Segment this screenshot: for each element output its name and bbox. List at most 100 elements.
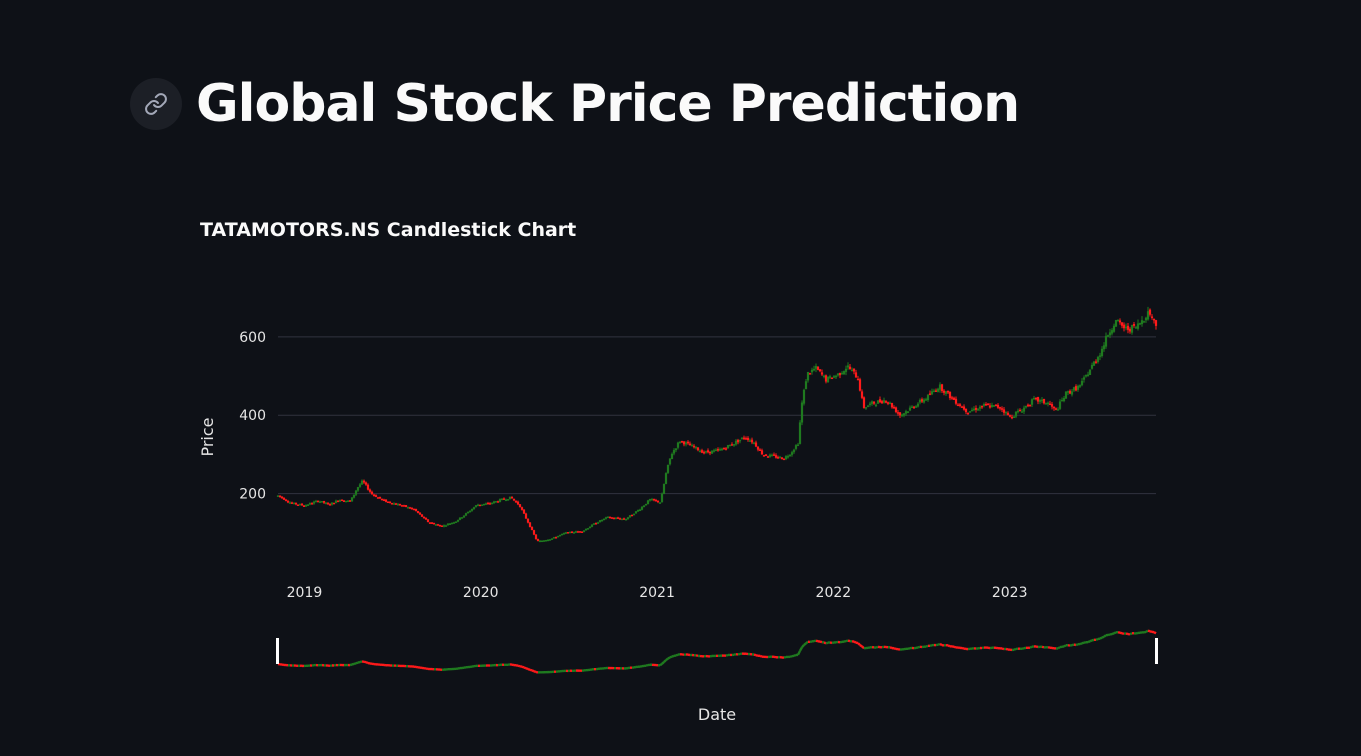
candle-up (868, 403, 872, 406)
candle-down (1120, 322, 1124, 326)
slider-segment (857, 642, 861, 646)
candle-down (502, 498, 506, 500)
candle-up (1022, 407, 1026, 412)
candle-down (372, 494, 376, 497)
candle-up (900, 414, 904, 417)
candle-down (1034, 397, 1038, 400)
candle-down (656, 500, 660, 503)
candle-up (358, 484, 362, 487)
slider-segment (917, 645, 921, 649)
candle-up (476, 504, 480, 507)
candle-down (510, 496, 514, 499)
candle-down (404, 505, 408, 507)
candle-up (346, 500, 350, 503)
candle-down (566, 532, 570, 534)
x-tick-label: 2021 (639, 585, 675, 601)
candle-up (352, 494, 356, 498)
candle-up (540, 540, 544, 543)
slider-segment (796, 650, 802, 656)
candle-up (564, 532, 568, 534)
candle-down (652, 498, 656, 501)
candle-up (1086, 374, 1090, 377)
candle-up (542, 540, 546, 542)
link-icon[interactable] (130, 78, 182, 130)
slider-segment (353, 662, 357, 666)
x-tick-label: 2019 (287, 585, 323, 601)
candle-up (992, 405, 996, 407)
candle-up (908, 407, 912, 411)
candle-up (1138, 323, 1142, 325)
candle-down (1118, 320, 1122, 323)
candle-down (742, 437, 746, 440)
candle-down (368, 489, 372, 492)
candle-down (872, 401, 876, 404)
candle-up (626, 517, 630, 519)
candle-up (1030, 399, 1034, 405)
candle-up (592, 523, 596, 525)
candle-up (642, 505, 646, 508)
candle-down (432, 522, 436, 525)
candle-down (682, 441, 686, 445)
candle-up (334, 500, 338, 504)
candle-down (388, 501, 392, 504)
slider-segment (853, 640, 857, 644)
candle-up (484, 503, 488, 505)
candle-down (974, 407, 978, 410)
candle-down (824, 375, 828, 382)
candle-down (578, 531, 582, 533)
candle-up (298, 503, 302, 506)
slider-segment (525, 667, 529, 671)
candle-up (634, 511, 638, 514)
candle-up (990, 404, 994, 408)
candle-down (782, 458, 786, 461)
candle-up (392, 503, 396, 505)
candle-up (492, 501, 496, 504)
candle-down (376, 497, 380, 499)
candle-down (1074, 386, 1078, 391)
candle-down (736, 439, 740, 443)
candle-up (344, 500, 348, 503)
candle-down (692, 445, 696, 448)
candle-up (734, 440, 738, 445)
candle-down (336, 500, 340, 503)
slider-handle-left[interactable] (276, 638, 279, 664)
candle-down (998, 407, 1002, 409)
slider-segment (521, 665, 525, 669)
candle-up (1096, 357, 1100, 363)
candle-up (1012, 416, 1016, 419)
slider-segment (981, 646, 985, 650)
y-tick-label: 600 (239, 330, 266, 346)
slider-segment (1149, 630, 1153, 634)
candle-up (330, 502, 334, 505)
candle-down (532, 530, 536, 535)
slider-segment (1129, 632, 1133, 636)
candle-down (1000, 408, 1004, 410)
candle-up (930, 391, 934, 395)
candle-down (300, 503, 304, 506)
candle-up (1016, 410, 1020, 413)
candle-up (1032, 397, 1036, 400)
candle-up (944, 391, 948, 394)
candle-down (686, 441, 690, 444)
candle-up (444, 525, 448, 527)
candle-down (478, 504, 482, 507)
slider-segment (755, 654, 759, 657)
candle-up (452, 522, 456, 524)
candle-up (1116, 319, 1120, 322)
candle-up (544, 540, 548, 542)
candle-down (514, 500, 518, 503)
slider-handle-right[interactable] (1155, 638, 1158, 664)
candle-down (750, 439, 754, 443)
slider-segment (1073, 643, 1077, 647)
candle-up (1124, 326, 1128, 329)
candle-down (326, 503, 330, 505)
slider-segment (349, 663, 353, 667)
candle-up (434, 524, 438, 526)
slider-segment (759, 654, 763, 658)
slider-segment (695, 654, 699, 658)
candle-down (282, 497, 286, 500)
candle-down (294, 502, 298, 505)
range-slider[interactable] (276, 629, 1158, 674)
candle-up (672, 450, 676, 454)
